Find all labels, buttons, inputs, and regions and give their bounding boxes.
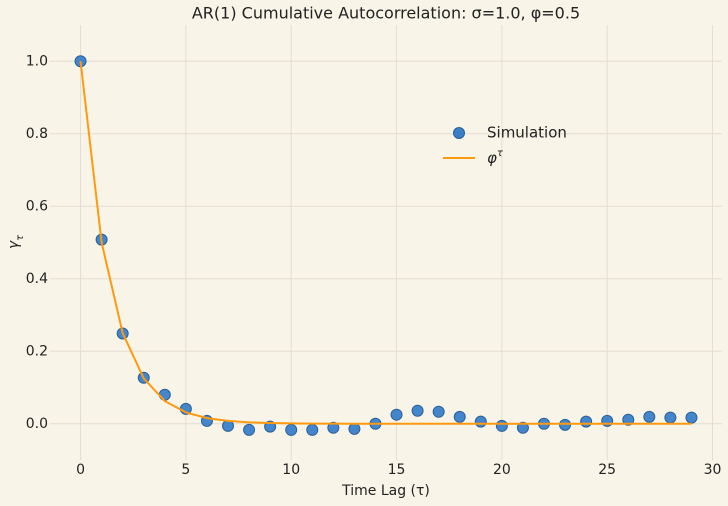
point (158, 388, 171, 401)
point (474, 415, 487, 428)
y-tick-label: 0.6 (26, 198, 48, 214)
y-tick-label: 1.0 (26, 53, 48, 69)
x-tick-label: 10 (282, 462, 300, 478)
y-axis-label: γτ (6, 234, 26, 249)
x-tick-label: 5 (181, 462, 190, 478)
y-tick-label: 0.4 (26, 271, 48, 287)
point (643, 410, 656, 423)
legend-label: Simulation (487, 124, 567, 142)
chart-title: AR(1) Cumulative Autocorrelation: σ=1.0,… (192, 4, 580, 23)
x-tick-label: 25 (598, 462, 616, 478)
x-tick-label: 0 (76, 462, 85, 478)
point (664, 411, 677, 424)
point (453, 410, 466, 423)
point (306, 423, 319, 436)
y-tick-label: 0.2 (26, 343, 48, 359)
point (580, 415, 593, 428)
x-tick-label: 15 (388, 462, 406, 478)
point (243, 423, 256, 436)
line (79, 61, 692, 425)
point (432, 405, 445, 418)
legend-label: φτ (487, 148, 504, 167)
point (622, 413, 635, 426)
point (685, 411, 698, 424)
y-tick-label: 0.0 (26, 416, 48, 432)
legend-marker (453, 127, 465, 139)
point (516, 421, 529, 434)
point (390, 408, 403, 421)
y-tick-label: 0.8 (26, 126, 48, 142)
point (411, 404, 424, 417)
point (327, 421, 340, 434)
x-tick-label: 20 (493, 462, 511, 478)
x-axis-label: Time Lag (τ) (341, 483, 430, 499)
x-tick-label: 30 (704, 462, 722, 478)
point (348, 422, 361, 435)
point (285, 423, 298, 436)
point (559, 418, 572, 431)
point (495, 419, 508, 432)
